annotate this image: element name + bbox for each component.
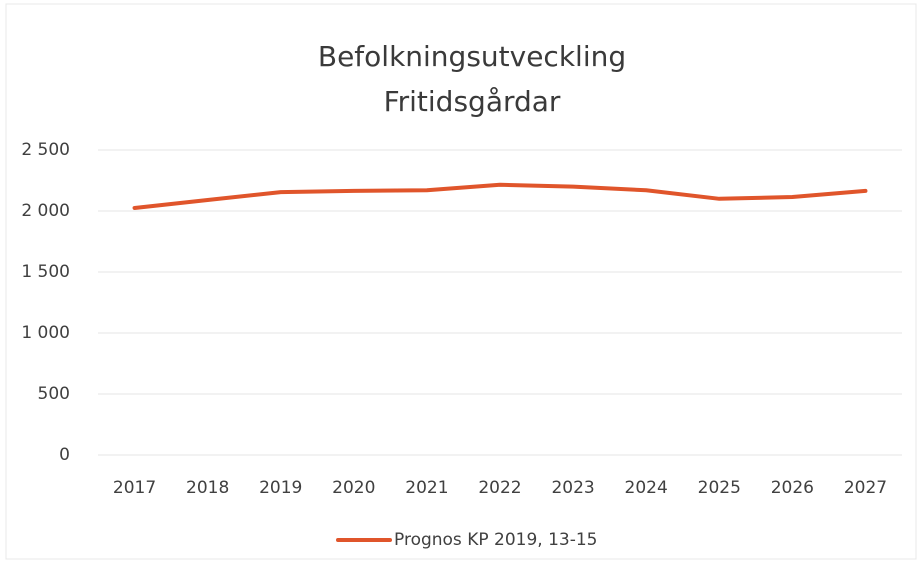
x-tick-label: 2019 (259, 478, 302, 498)
y-tick-label: 1 500 (21, 262, 70, 282)
y-tick-label: 1 000 (21, 323, 70, 343)
x-tick-label: 2025 (698, 478, 741, 498)
x-tick-label: 2020 (332, 478, 375, 498)
chart-title: Befolkningsutveckling (318, 40, 626, 73)
x-tick-label: 2024 (625, 478, 668, 498)
x-tick-label: 2021 (405, 478, 448, 498)
y-tick-label: 2 000 (21, 201, 70, 221)
chart-title: Fritidsgårdar (384, 85, 561, 118)
x-tick-label: 2027 (844, 478, 887, 498)
x-tick-label: 2017 (113, 478, 156, 498)
x-tick-label: 2022 (478, 478, 521, 498)
x-tick-label: 2018 (186, 478, 229, 498)
y-tick-label: 0 (59, 445, 70, 465)
data-line (132, 182, 868, 210)
chart-frame (5, 3, 917, 560)
x-tick-label: 2026 (771, 478, 814, 498)
legend-label: Prognos KP 2019, 13-15 (394, 530, 597, 550)
x-tick-label: 2023 (551, 478, 594, 498)
y-tick-label: 2 500 (21, 140, 70, 160)
y-tick-label: 500 (38, 384, 70, 404)
